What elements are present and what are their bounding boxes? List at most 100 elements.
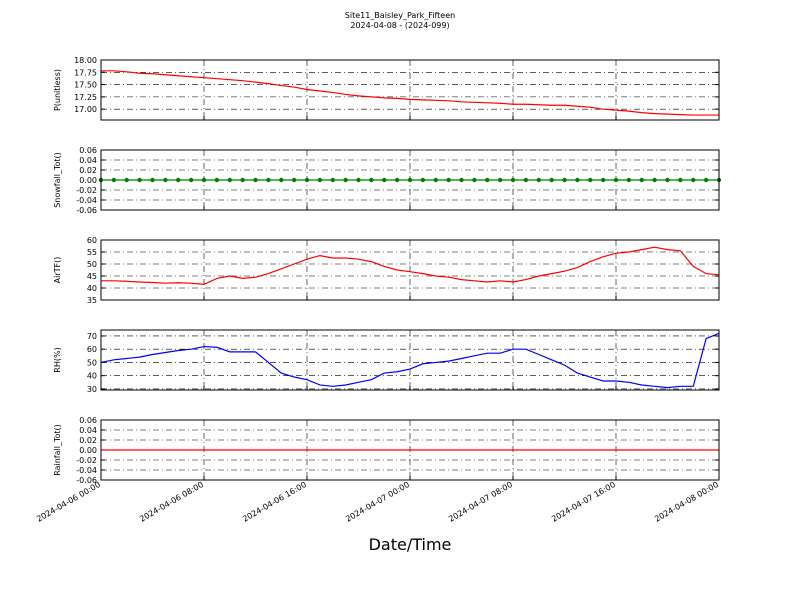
plot-frame xyxy=(100,239,720,301)
y-tick-label: 17.00 xyxy=(74,105,97,114)
data-point xyxy=(356,177,361,183)
x-tick-label: 2024-04-08 00:00 xyxy=(653,480,720,524)
y-tick-label: 17.25 xyxy=(74,93,97,102)
y-tick-label: 50 xyxy=(87,260,97,269)
y-tick-label: 17.75 xyxy=(74,68,97,77)
chart-title: Site11_Baisley_Park_Fifteen xyxy=(345,11,455,20)
data-point xyxy=(510,177,516,183)
x-tick-label: 2024-04-06 00:00 xyxy=(35,480,102,524)
data-point xyxy=(330,177,335,183)
data-point xyxy=(304,177,310,183)
data-point xyxy=(407,177,413,183)
data-point xyxy=(639,177,644,183)
data-point xyxy=(446,177,451,183)
chart-subtitle: 2024-04-08 - (2024-099) xyxy=(350,21,449,30)
data-line xyxy=(101,70,719,116)
x-tick-label: 2024-04-06 08:00 xyxy=(138,480,205,524)
y-tick-label: 40 xyxy=(87,372,97,381)
x-axis-label: Date/Time xyxy=(369,535,452,554)
data-point xyxy=(240,177,245,183)
y-tick-label: -0.02 xyxy=(76,186,97,195)
y-tick-label: -0.04 xyxy=(76,196,97,205)
data-point xyxy=(536,177,541,183)
data-point xyxy=(150,177,155,183)
data-point xyxy=(575,177,580,183)
y-tick-label: 18.00 xyxy=(74,56,97,65)
y-axis-label: P(unitless) xyxy=(53,69,62,111)
x-tick-label: 2024-04-07 08:00 xyxy=(447,480,514,524)
data-point xyxy=(369,177,374,183)
data-point xyxy=(562,177,567,183)
x-tick-label: 2024-04-07 16:00 xyxy=(550,480,617,524)
y-tick-label: 70 xyxy=(87,332,97,341)
data-line xyxy=(100,332,720,389)
y-tick-label: -0.02 xyxy=(76,456,97,465)
data-point xyxy=(613,177,619,183)
y-tick-label: 0.06 xyxy=(79,146,97,155)
data-point xyxy=(472,177,477,183)
y-tick-label: 0.00 xyxy=(79,176,97,185)
data-point xyxy=(433,177,438,183)
data-point xyxy=(111,177,117,183)
x-tick-label: 2024-04-07 00:00 xyxy=(344,480,411,524)
data-point xyxy=(201,177,207,183)
y-tick-label: 60 xyxy=(87,345,97,354)
data-point xyxy=(291,177,297,183)
data-point xyxy=(227,177,232,183)
y-tick-label: -0.06 xyxy=(76,206,97,215)
y-tick-label: 55 xyxy=(87,248,97,257)
data-point xyxy=(343,177,348,183)
y-tick-label: 0.02 xyxy=(79,436,97,445)
data-point xyxy=(652,177,657,183)
data-point xyxy=(188,177,194,183)
data-point xyxy=(253,177,258,183)
data-point xyxy=(137,177,142,183)
y-tick-label: 17.50 xyxy=(74,81,97,90)
data-point xyxy=(176,177,181,183)
data-point xyxy=(214,177,220,183)
y-axis-label: Rainfall_Tot() xyxy=(53,424,62,476)
data-point xyxy=(691,177,696,183)
y-tick-label: 35 xyxy=(87,296,97,305)
data-point xyxy=(485,177,490,183)
y-tick-label: -0.04 xyxy=(76,466,97,475)
y-axis-label: Snowfall_Tot() xyxy=(53,152,62,208)
data-point xyxy=(394,177,400,183)
data-point xyxy=(279,177,284,183)
data-point xyxy=(588,177,593,183)
y-tick-label: -0.06 xyxy=(76,476,97,485)
data-point xyxy=(665,177,670,183)
data-point xyxy=(497,177,503,183)
y-tick-label: 30 xyxy=(87,385,97,394)
y-tick-label: 0.06 xyxy=(79,416,97,425)
y-tick-label: 50 xyxy=(87,358,97,367)
data-line xyxy=(101,246,720,286)
y-axis-label: AirTF() xyxy=(53,257,62,284)
y-tick-label: 40 xyxy=(87,284,97,293)
y-axis-label: RH(%) xyxy=(53,347,62,372)
data-point xyxy=(459,177,464,183)
data-point xyxy=(317,177,323,183)
data-point xyxy=(678,177,683,183)
plot-frame xyxy=(100,419,720,481)
y-tick-label: 45 xyxy=(87,272,97,281)
y-tick-label: 60 xyxy=(87,236,97,245)
data-point xyxy=(626,177,632,183)
data-point xyxy=(124,177,129,183)
data-point xyxy=(523,177,529,183)
y-tick-label: 0.04 xyxy=(79,426,97,435)
y-tick-label: 0.00 xyxy=(79,446,97,455)
data-point xyxy=(266,177,271,183)
x-tick-label: 2024-04-06 16:00 xyxy=(241,480,308,524)
data-point xyxy=(163,177,168,183)
plot-frame xyxy=(100,59,720,121)
y-tick-label: 0.02 xyxy=(79,166,97,175)
data-point xyxy=(549,177,554,183)
data-point xyxy=(600,177,606,183)
plot-frame xyxy=(100,329,720,391)
y-tick-label: 0.04 xyxy=(79,156,97,165)
plot-frame xyxy=(100,149,720,211)
data-point xyxy=(382,177,387,183)
data-point xyxy=(420,177,426,183)
